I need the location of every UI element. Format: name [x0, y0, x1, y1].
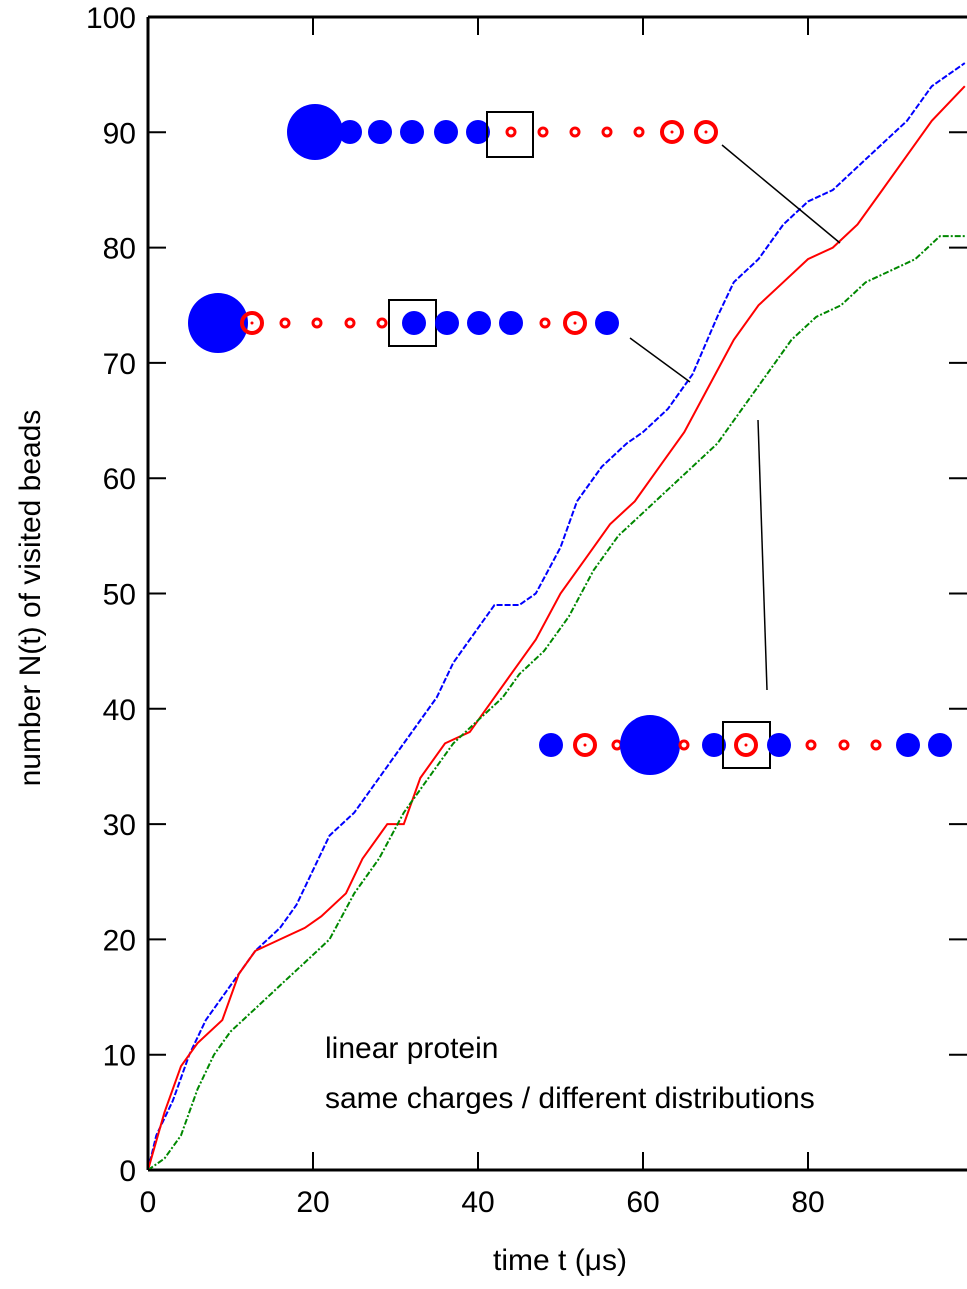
y-tick-label: 50: [103, 579, 136, 612]
y-tick-label: 10: [103, 1040, 136, 1073]
y-tick-label: 70: [103, 348, 136, 381]
y-tick-label: 100: [86, 2, 136, 35]
y-tick-label: 0: [119, 1155, 136, 1188]
x-tick-label: 40: [461, 1186, 494, 1219]
x-tick-label: 20: [296, 1186, 329, 1219]
axes: [146, 15, 967, 1172]
annotation: same charges / different distributions: [325, 1082, 815, 1115]
y-axis-label: number N(t) of visited beads: [14, 410, 47, 787]
y-tick-label: 80: [103, 233, 136, 266]
annotation: linear protein: [325, 1032, 498, 1065]
bead-diagram: [287, 104, 841, 244]
y-tick-label: 30: [103, 809, 136, 842]
data-line: [148, 85, 966, 1170]
bead-diagram: [539, 419, 952, 775]
data-line: [148, 62, 966, 1170]
x-tick-label: 80: [791, 1186, 824, 1219]
y-tick-label: 40: [103, 694, 136, 727]
lines: [148, 62, 966, 1170]
data-line: [148, 235, 965, 1170]
y-tick-label: 60: [103, 463, 136, 496]
x-tick-label: 0: [140, 1186, 157, 1219]
x-tick-label: 60: [626, 1186, 659, 1219]
y-tick-label: 90: [103, 117, 136, 150]
x-axis-label: time t (μs): [493, 1244, 627, 1277]
y-tick-label: 20: [103, 924, 136, 957]
bead-diagram: [188, 293, 691, 383]
